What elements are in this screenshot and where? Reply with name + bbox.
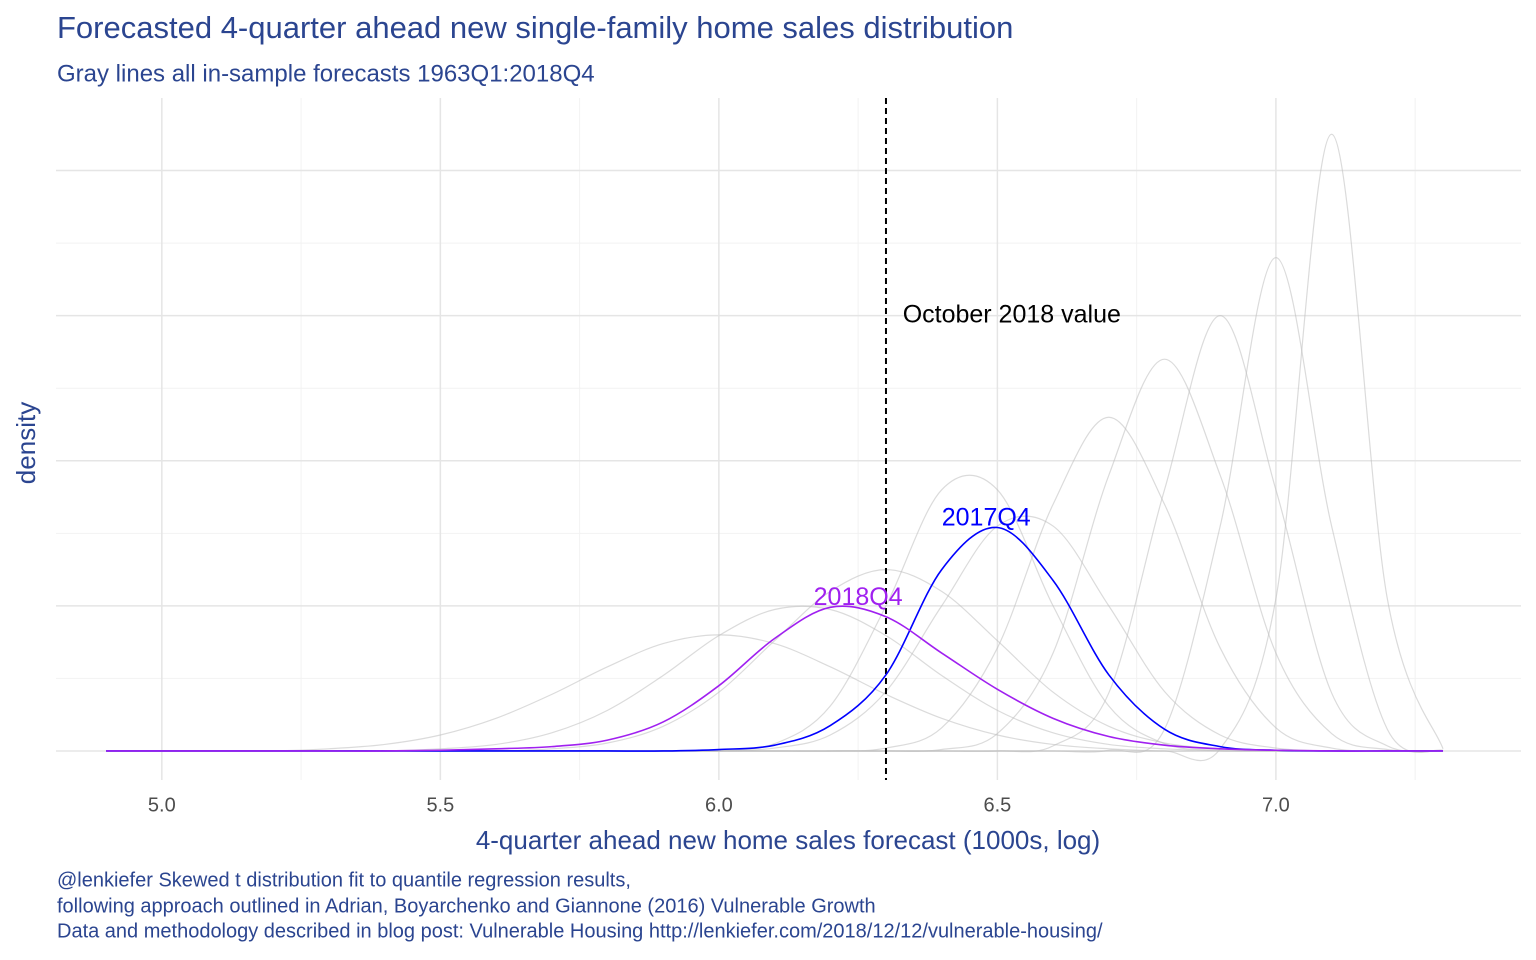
density-line bbox=[106, 605, 1444, 752]
gray-density-line bbox=[106, 358, 1444, 752]
caption-line: Data and methodology described in blog p… bbox=[57, 920, 1103, 942]
gray-density-line bbox=[106, 416, 1444, 752]
gray-density-line bbox=[106, 568, 1444, 752]
x-tick-label: 6.5 bbox=[983, 794, 1011, 816]
reference-label: October 2018 value bbox=[903, 300, 1121, 328]
x-tick-label: 5.5 bbox=[426, 794, 454, 816]
gray-density-line bbox=[106, 515, 1444, 752]
x-tick-label: 6.0 bbox=[705, 794, 733, 816]
caption-line: @lenkiefer Skewed t distribution fit to … bbox=[57, 869, 631, 891]
plot-area: 5.0 5.5 6.0 6.5 7.0 October 2018 value 2017Q4 2… bbox=[56, 98, 1521, 816]
gray-density-line bbox=[106, 133, 1444, 762]
x-tick-label: 7.0 bbox=[1262, 794, 1290, 816]
x-axis-title: 4-quarter ahead new home sales forecast … bbox=[476, 825, 1100, 855]
series-label: 2018Q4 bbox=[814, 583, 903, 611]
series-label: 2017Q4 bbox=[942, 503, 1031, 531]
chart-title: Forecasted 4-quarter ahead new single-fa… bbox=[57, 10, 1013, 45]
x-tick-label: 5.0 bbox=[148, 794, 176, 816]
y-axis-title: density bbox=[11, 402, 41, 484]
caption-line: following approach outlined in Adrian, B… bbox=[57, 895, 876, 917]
chart-subtitle: Gray lines all in-sample forecasts 1963Q… bbox=[57, 60, 595, 87]
gray-density-line bbox=[106, 634, 1444, 752]
gray-density-line bbox=[106, 474, 1444, 752]
